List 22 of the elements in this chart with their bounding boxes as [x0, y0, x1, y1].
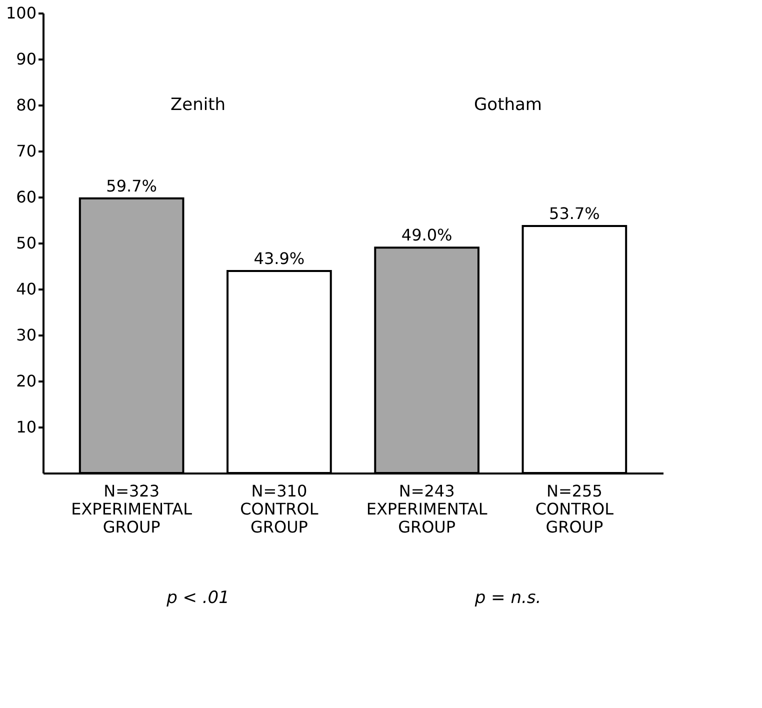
- data-label: 43.9%: [254, 249, 305, 268]
- y-tick-label: 30: [16, 326, 36, 344]
- x-tick-label: N=243 EXPERIMENTAL GROUP: [366, 482, 488, 536]
- data-label: 49.0%: [401, 226, 452, 245]
- data-label: 59.7%: [106, 176, 157, 196]
- annotation: Gotham: [474, 95, 542, 115]
- y-tick-label: 40: [16, 280, 36, 298]
- text: p = n.s.: [474, 588, 542, 608]
- y-tick-label: 70: [16, 142, 36, 160]
- x-tick-label: N=255 CONTROL GROUP: [535, 482, 614, 536]
- data-label: 53.7%: [549, 204, 600, 223]
- y-tick-label: 20: [16, 372, 36, 390]
- text: p < .01: [166, 588, 230, 608]
- y-tick-label: 10: [16, 418, 36, 436]
- annotation: Zenith: [170, 95, 226, 115]
- x-tick-label: N=310 CONTROL GROUP: [240, 482, 318, 536]
- y-tick-label: 90: [16, 50, 36, 68]
- y-tick-label: 80: [16, 96, 36, 114]
- y-tick-label: 60: [16, 188, 36, 206]
- y-tick-label: 50: [16, 234, 36, 252]
- y-tick-label: 100: [6, 4, 36, 22]
- x-tick-label: N=323 EXPERIMENTAL GROUP: [71, 482, 192, 536]
